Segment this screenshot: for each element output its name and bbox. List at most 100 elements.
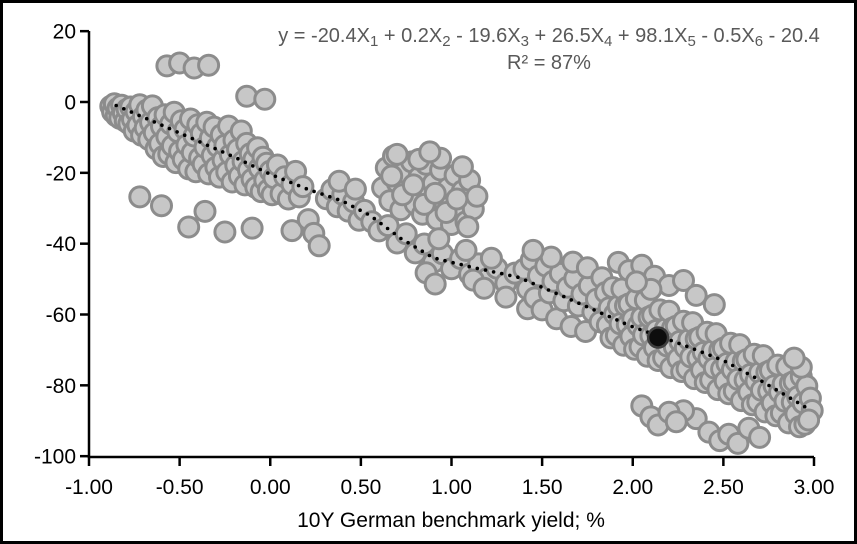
data-point xyxy=(213,220,237,244)
trend-dot xyxy=(144,116,149,121)
trend-dot xyxy=(685,344,689,349)
y-tick-label: 0 xyxy=(64,92,76,115)
trend-dot xyxy=(677,341,681,346)
trend-dot xyxy=(723,359,728,364)
trend-dot xyxy=(752,375,757,380)
y-tick-label: -40 xyxy=(46,233,76,256)
equation-text: - 20.4 xyxy=(763,25,820,47)
trend-dot xyxy=(708,353,712,358)
trend-dot xyxy=(175,130,179,134)
trend-dot xyxy=(427,253,432,258)
data-point xyxy=(521,238,545,262)
trend-dot xyxy=(399,236,403,241)
regression-equation: y = -20.4X1 + 0.2X2 - 19.6X3 + 26.5X4 + … xyxy=(278,25,820,50)
highlight-marker xyxy=(646,326,670,349)
trend-dot xyxy=(220,150,225,154)
trend-dot xyxy=(459,262,464,267)
data-point xyxy=(445,187,469,211)
data-point xyxy=(197,53,221,77)
equation-subscript: 2 xyxy=(442,33,450,50)
data-point xyxy=(664,410,688,434)
trend-dot xyxy=(738,367,742,372)
trend-dot xyxy=(320,192,324,196)
data-point xyxy=(401,173,425,197)
trend-dot xyxy=(508,273,512,278)
data-point xyxy=(291,175,315,199)
trend-dot xyxy=(745,371,750,376)
trend-dot xyxy=(350,204,355,209)
equation-text: + 26.5X xyxy=(529,25,604,47)
trend-dot xyxy=(114,103,118,108)
trend-dot xyxy=(413,245,418,249)
trend-dot xyxy=(435,256,439,261)
trend-dot xyxy=(584,304,589,309)
data-point xyxy=(385,142,409,166)
data-point xyxy=(280,219,304,243)
trend-dot xyxy=(343,200,348,205)
trend-dot xyxy=(692,347,697,352)
trend-dot xyxy=(289,180,293,185)
trend-dot xyxy=(592,308,596,312)
trend-dot xyxy=(475,266,480,271)
data-point xyxy=(782,346,806,370)
trend-dot xyxy=(443,258,447,263)
y-tick-label: -80 xyxy=(46,375,76,398)
y-tick-label: -60 xyxy=(46,304,76,327)
trend-dot xyxy=(700,350,705,355)
data-point xyxy=(454,238,478,262)
trend-dot xyxy=(491,270,496,274)
data-point xyxy=(672,269,695,292)
data-point xyxy=(177,215,201,239)
equation-text: + 98.1X xyxy=(612,25,687,47)
data-point xyxy=(418,140,442,164)
equation-text: y = -20.4X xyxy=(278,25,370,47)
trend-dot xyxy=(281,177,285,182)
trend-dot xyxy=(546,288,551,292)
trend-dot xyxy=(730,363,735,368)
axes: 20 0 -20 -40 -60 -80 -100 -1.00 -0.50 0.00 0.50 1.0… xyxy=(34,21,834,499)
data-point xyxy=(423,181,447,205)
x-tick-label: 0.00 xyxy=(250,476,291,499)
data-point xyxy=(240,216,264,240)
data-point xyxy=(394,222,418,246)
trend-dot xyxy=(129,110,134,114)
trend-dot xyxy=(205,143,210,148)
trend-dot xyxy=(182,133,187,137)
trend-dot xyxy=(328,194,332,199)
trend-dot xyxy=(392,231,397,236)
trend-dot xyxy=(122,107,126,111)
trend-dot xyxy=(788,396,793,401)
trend-dot xyxy=(523,278,528,283)
data-point xyxy=(748,425,772,449)
data-point xyxy=(253,87,277,111)
data-point xyxy=(423,272,447,296)
trend-dot xyxy=(781,392,786,396)
trend-dot xyxy=(243,160,248,165)
trend-dot xyxy=(213,146,217,151)
data-point xyxy=(684,283,708,307)
trend-dot xyxy=(228,153,233,158)
trend-dot xyxy=(554,291,558,296)
x-tick-label: 0.50 xyxy=(340,476,381,499)
data-point xyxy=(702,293,726,317)
trend-dot xyxy=(577,301,581,306)
trend-dot xyxy=(607,314,612,319)
trend-dot xyxy=(379,221,383,226)
data-point xyxy=(472,276,496,300)
data-point xyxy=(450,155,474,179)
trend-dot xyxy=(531,281,535,286)
data-point xyxy=(427,227,451,251)
trend-dot xyxy=(451,260,455,265)
trend-dot xyxy=(795,400,800,405)
data-point xyxy=(465,184,489,208)
equation-text: - 0.5X xyxy=(696,25,755,47)
trend-dot xyxy=(483,268,488,272)
trend-dot xyxy=(420,249,425,253)
data-point xyxy=(150,194,173,218)
highlighted-point xyxy=(646,326,670,349)
data-point xyxy=(380,164,404,188)
equation-text: + 0.2X xyxy=(378,25,442,47)
trend-dot xyxy=(304,186,309,191)
trend-dot xyxy=(152,120,157,124)
data-point xyxy=(376,214,400,238)
